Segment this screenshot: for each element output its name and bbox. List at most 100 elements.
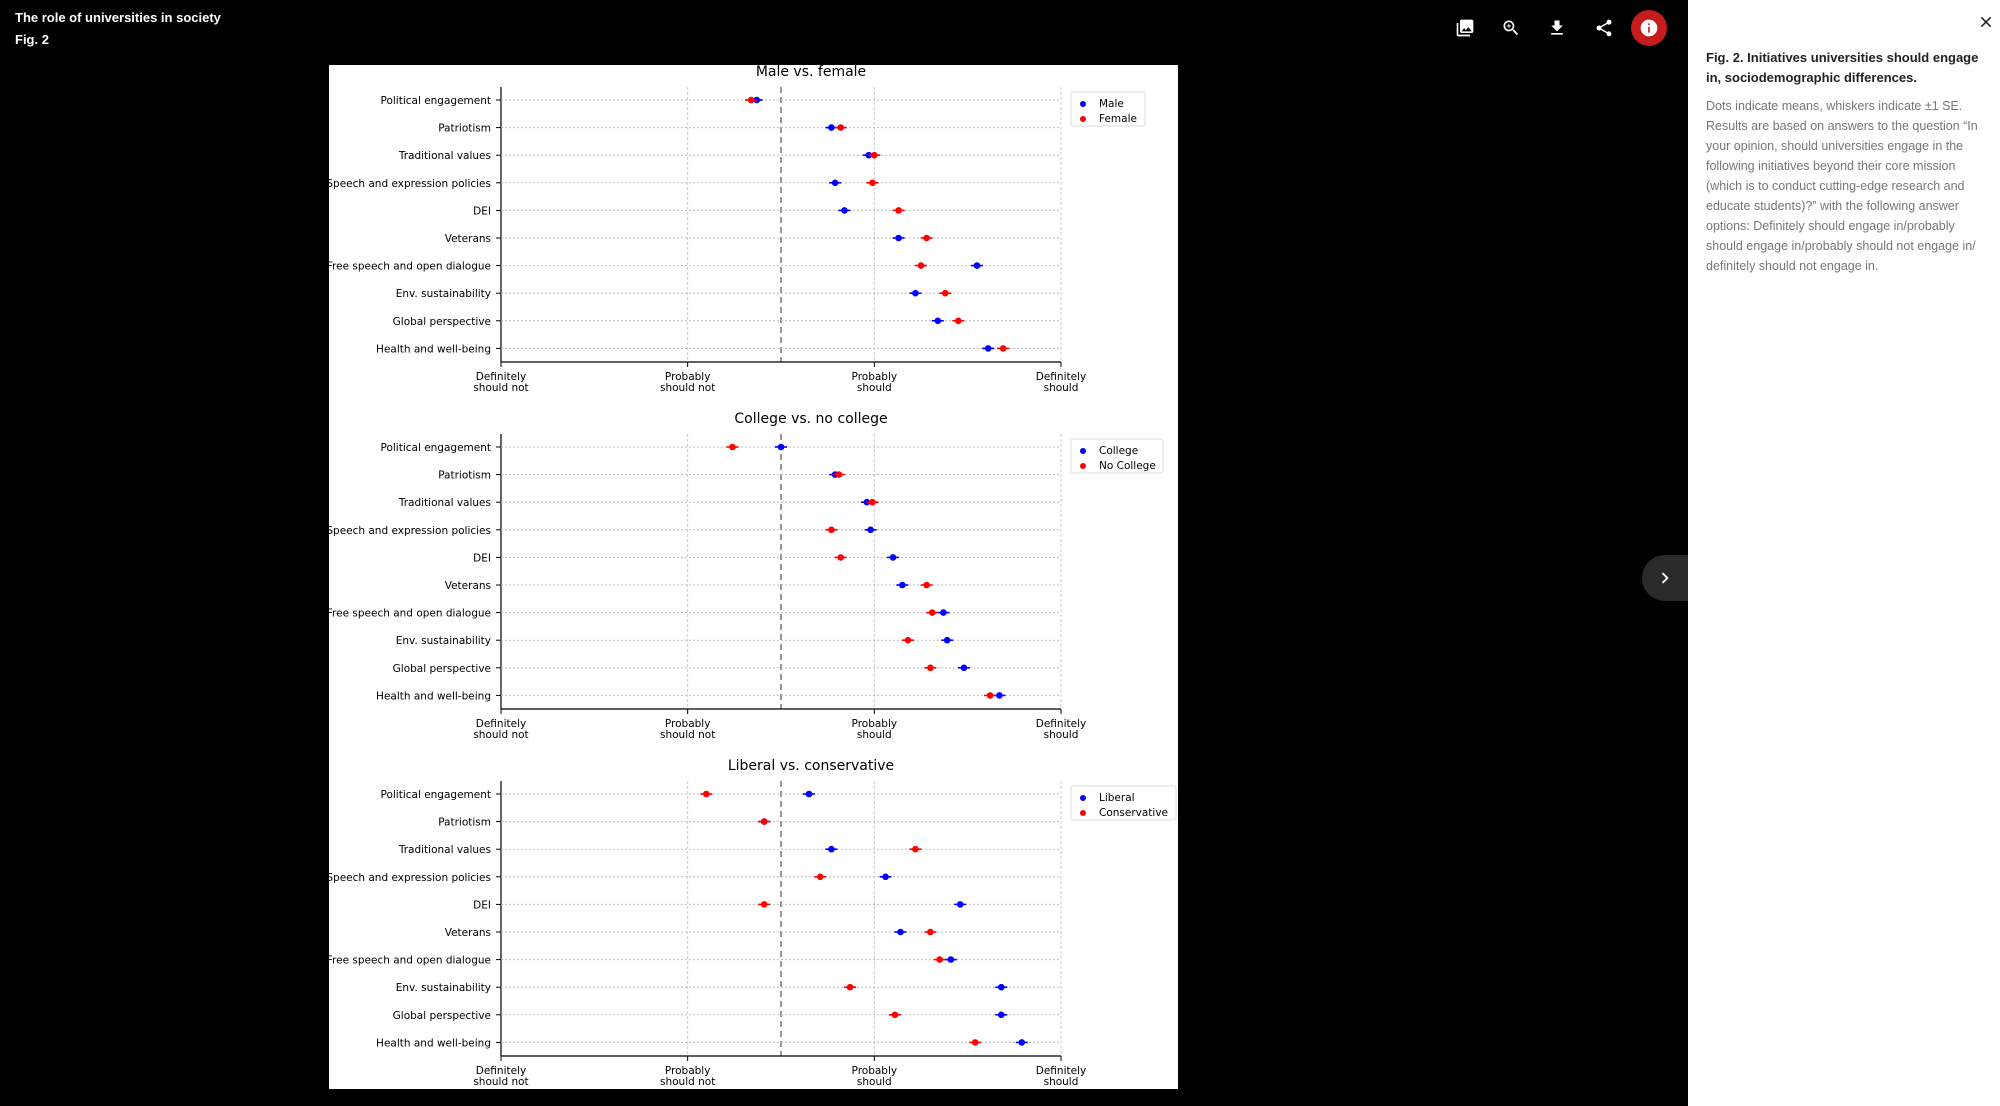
data-point (869, 179, 876, 187)
y-tick-label: Patriotism (438, 817, 491, 829)
legend-label: Conservative (1099, 807, 1168, 819)
data-point (899, 581, 906, 589)
data-point (729, 443, 736, 451)
data-point (760, 818, 768, 825)
data-point (999, 345, 1007, 352)
x-tick-label: Definitely (476, 371, 526, 383)
y-tick-label: Free speech and open dialogue (329, 608, 491, 620)
y-tick-label: Patriotism (438, 470, 491, 482)
caption-title: Fig. 2. Initiatives universities should … (1706, 50, 1979, 85)
y-tick-label: Political engagement (380, 442, 491, 454)
data-point (934, 317, 942, 325)
x-tick-label: should not (473, 729, 528, 741)
data-point (895, 234, 902, 242)
y-tick-label: Veterans (445, 927, 491, 939)
view-image-button[interactable] (1451, 14, 1479, 42)
x-tick-label: Probably (852, 718, 898, 730)
data-point (747, 96, 755, 104)
data-point (936, 956, 943, 963)
legend-marker (1080, 101, 1086, 107)
x-tick-label: Probably (665, 371, 711, 383)
data-point (760, 901, 768, 908)
article-title: The role of universities in society (15, 10, 221, 25)
data-point (867, 526, 874, 534)
x-tick-label: Definitely (1036, 718, 1086, 730)
data-point (891, 1011, 899, 1019)
data-point (777, 443, 785, 451)
data-point (941, 289, 949, 297)
data-point (971, 1039, 979, 1046)
y-tick-label: Speech and expression policies (329, 178, 491, 190)
y-tick-label: Patriotism (438, 123, 491, 135)
y-tick-label: Free speech and open dialogue (329, 261, 491, 273)
info-button[interactable] (1631, 10, 1667, 46)
data-point (997, 983, 1005, 991)
y-tick-label: DEI (473, 899, 491, 911)
data-point (997, 1011, 1005, 1019)
data-point (828, 845, 835, 853)
data-point (889, 554, 897, 561)
chart-title: Male vs. female (756, 65, 866, 80)
y-tick-label: Political engagement (380, 95, 491, 107)
data-point (831, 179, 839, 187)
x-tick-label: should not (660, 729, 715, 741)
data-point (841, 207, 848, 214)
data-point (986, 692, 994, 699)
data-point (955, 317, 962, 325)
data-point (835, 471, 843, 478)
legend-label: Female (1099, 113, 1137, 125)
data-point (956, 901, 964, 908)
y-tick-label: Health and well-being (376, 1037, 491, 1049)
legend-marker (1080, 448, 1086, 454)
data-point (984, 345, 992, 352)
share-button[interactable] (1590, 14, 1618, 42)
x-tick-label: Definitely (1036, 371, 1086, 383)
y-tick-label: Traditional values (398, 150, 491, 162)
x-tick-label: should (857, 1076, 892, 1088)
close-button[interactable] (1975, 11, 1997, 33)
zoom-in-button[interactable] (1497, 14, 1525, 42)
image-icon (1456, 19, 1474, 37)
data-point (897, 928, 904, 936)
data-point (960, 664, 968, 672)
x-tick-label: should not (660, 382, 715, 394)
y-tick-label: Env. sustainability (396, 982, 491, 994)
data-point (828, 526, 835, 534)
x-tick-label: Definitely (1036, 1065, 1086, 1077)
data-point (828, 124, 835, 131)
y-tick-label: Speech and expression policies (329, 872, 491, 884)
image-viewer: The role of universities in society Fig.… (15, 10, 1688, 1089)
x-tick-label: Definitely (476, 1065, 526, 1077)
x-tick-label: Probably (852, 1065, 898, 1077)
next-figure-button[interactable] (1642, 555, 1688, 601)
legend-label: No College (1099, 460, 1156, 472)
data-point (904, 636, 912, 644)
data-point (871, 151, 878, 159)
data-point (837, 554, 845, 561)
data-point (805, 790, 813, 798)
legend-label: Liberal (1099, 792, 1135, 804)
x-tick-label: should not (660, 1076, 715, 1088)
x-tick-label: should not (473, 382, 528, 394)
y-tick-label: Global perspective (393, 1010, 491, 1022)
data-point (912, 289, 919, 297)
x-tick-label: should not (473, 1076, 528, 1088)
data-point (940, 609, 947, 616)
data-point (816, 873, 824, 881)
legend-box (1070, 438, 1164, 474)
data-point (943, 636, 951, 644)
chart-title: College vs. no college (734, 411, 887, 427)
y-tick-label: Global perspective (393, 316, 491, 328)
zoom-in-icon (1503, 20, 1519, 36)
y-tick-label: Health and well-being (376, 690, 491, 702)
x-tick-label: Definitely (476, 718, 526, 730)
y-tick-label: Veterans (445, 580, 491, 592)
legend-marker (1080, 463, 1086, 469)
download-icon (1551, 20, 1563, 35)
figure-label: Fig. 2 (15, 32, 49, 47)
y-tick-label: Speech and expression policies (329, 525, 491, 537)
share-icon (1596, 19, 1612, 37)
download-button[interactable] (1543, 14, 1571, 42)
legend-label: College (1099, 445, 1138, 457)
